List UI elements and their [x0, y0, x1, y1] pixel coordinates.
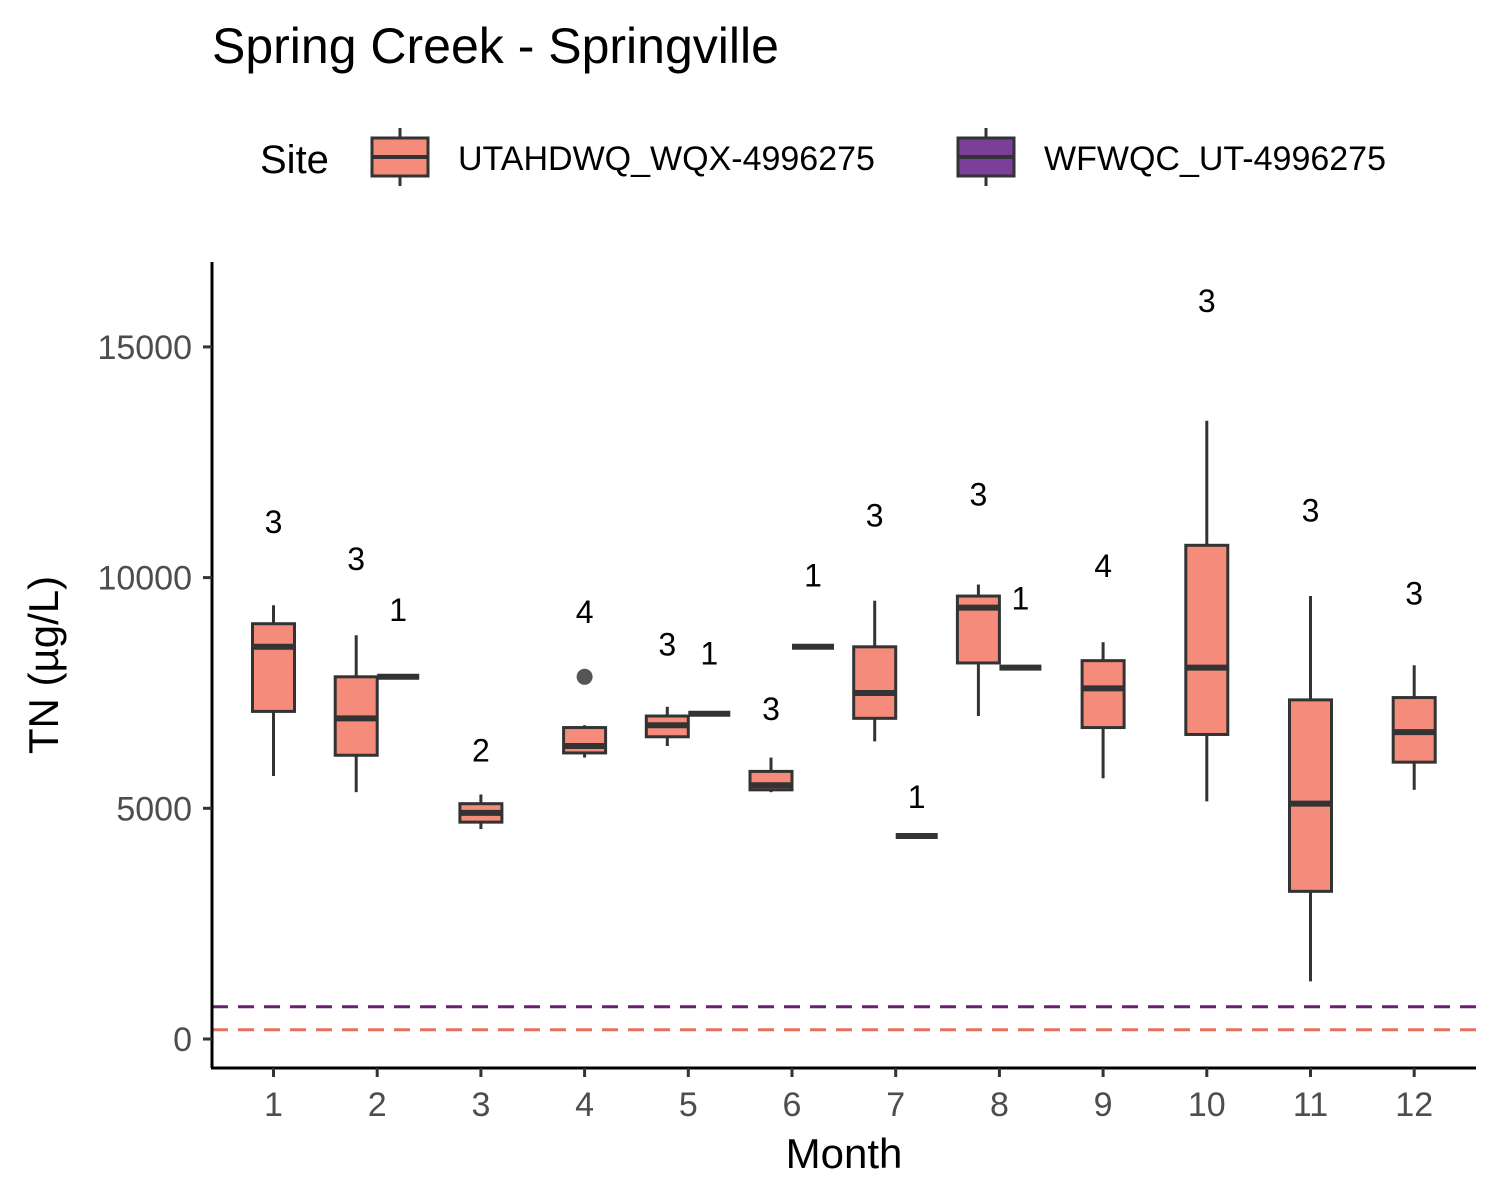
count-label: 3 — [347, 541, 365, 577]
x-tick-label: 8 — [990, 1086, 1009, 1124]
box-month-5-utahdwq: 3 — [644, 627, 690, 747]
chart-title: Spring Creek - Springville — [212, 18, 779, 74]
count-label: 4 — [576, 594, 594, 630]
x-tick-label: 7 — [886, 1086, 905, 1124]
box-month-6-wfwqc: 1 — [792, 557, 834, 650]
box-month-2-utahdwq: 3 — [333, 541, 379, 793]
box-month-7-wfwqc: 1 — [895, 779, 938, 839]
box-month-10-utahdwq: 3 — [1184, 283, 1230, 802]
box-month-7-utahdwq: 3 — [852, 497, 898, 742]
count-label: 3 — [658, 627, 676, 663]
legend-key-utahdwq — [370, 128, 430, 186]
box-month-8-wfwqc: 1 — [999, 580, 1042, 671]
x-tick-label: 2 — [368, 1086, 387, 1124]
count-label: 3 — [1198, 283, 1216, 319]
y-axis-title: TN (µg/L) — [20, 576, 67, 754]
legend: Site UTAHDWQ_WQX-4996275 WFWQC_UT-499627… — [260, 128, 1386, 186]
box-month-2-wfwqc: 1 — [377, 592, 420, 680]
x-tick-label: 10 — [1188, 1086, 1226, 1124]
count-label: 1 — [804, 557, 822, 593]
box-iqr — [1080, 659, 1126, 730]
count-label: 1 — [389, 592, 407, 628]
box-month-4-utahdwq: 4 — [562, 594, 608, 758]
box-month-3-utahdwq: 2 — [458, 733, 504, 830]
box-iqr — [562, 726, 608, 755]
x-tick-label: 9 — [1094, 1086, 1113, 1124]
x-axis-title: Month — [786, 1130, 903, 1177]
box-month-8-utahdwq: 3 — [955, 477, 1001, 717]
legend-label-utahdwq: UTAHDWQ_WQX-4996275 — [458, 140, 875, 178]
count-label: 3 — [866, 497, 884, 533]
x-tick-label: 6 — [783, 1086, 802, 1124]
x-tick-label: 5 — [679, 1086, 698, 1124]
box-month-5-wfwqc: 1 — [688, 636, 731, 717]
box-iqr — [1184, 543, 1230, 736]
count-label: 3 — [762, 691, 780, 727]
count-label: 1 — [1012, 580, 1030, 616]
y-tick-label: 5000 — [116, 790, 192, 828]
box-month-11-utahdwq: 3 — [1288, 493, 1333, 982]
count-label: 3 — [1302, 493, 1320, 529]
count-label: 4 — [1094, 548, 1112, 584]
legend-title: Site — [260, 138, 329, 182]
box-month-12-utahdwq: 3 — [1391, 576, 1437, 790]
box-iqr — [1288, 698, 1333, 893]
x-tick-label: 4 — [575, 1086, 594, 1124]
count-label: 3 — [970, 477, 988, 513]
outlier-point — [576, 668, 593, 685]
legend-key-wfwqc — [956, 128, 1016, 186]
count-label: 3 — [1405, 576, 1423, 612]
y-tick-label: 10000 — [97, 560, 192, 598]
box-month-9-utahdwq: 4 — [1080, 548, 1126, 779]
box-month-6-utahdwq: 3 — [748, 691, 794, 793]
box-iqr — [251, 622, 296, 713]
legend-label-wfwqc: WFWQC_UT-4996275 — [1044, 140, 1386, 178]
x-tick-label: 3 — [471, 1086, 490, 1124]
count-label: 1 — [700, 636, 718, 672]
box-iqr — [852, 645, 898, 720]
count-label: 3 — [265, 504, 283, 540]
x-tick-label: 11 — [1293, 1086, 1328, 1124]
count-label: 1 — [908, 779, 926, 815]
x-tick-label: 1 — [264, 1086, 283, 1124]
box-month-1-utahdwq: 3 — [251, 504, 296, 777]
y-tick-label: 0 — [173, 1021, 192, 1059]
x-tick-label: 12 — [1395, 1086, 1433, 1124]
y-tick-label: 15000 — [97, 329, 192, 367]
count-label: 2 — [472, 733, 490, 769]
